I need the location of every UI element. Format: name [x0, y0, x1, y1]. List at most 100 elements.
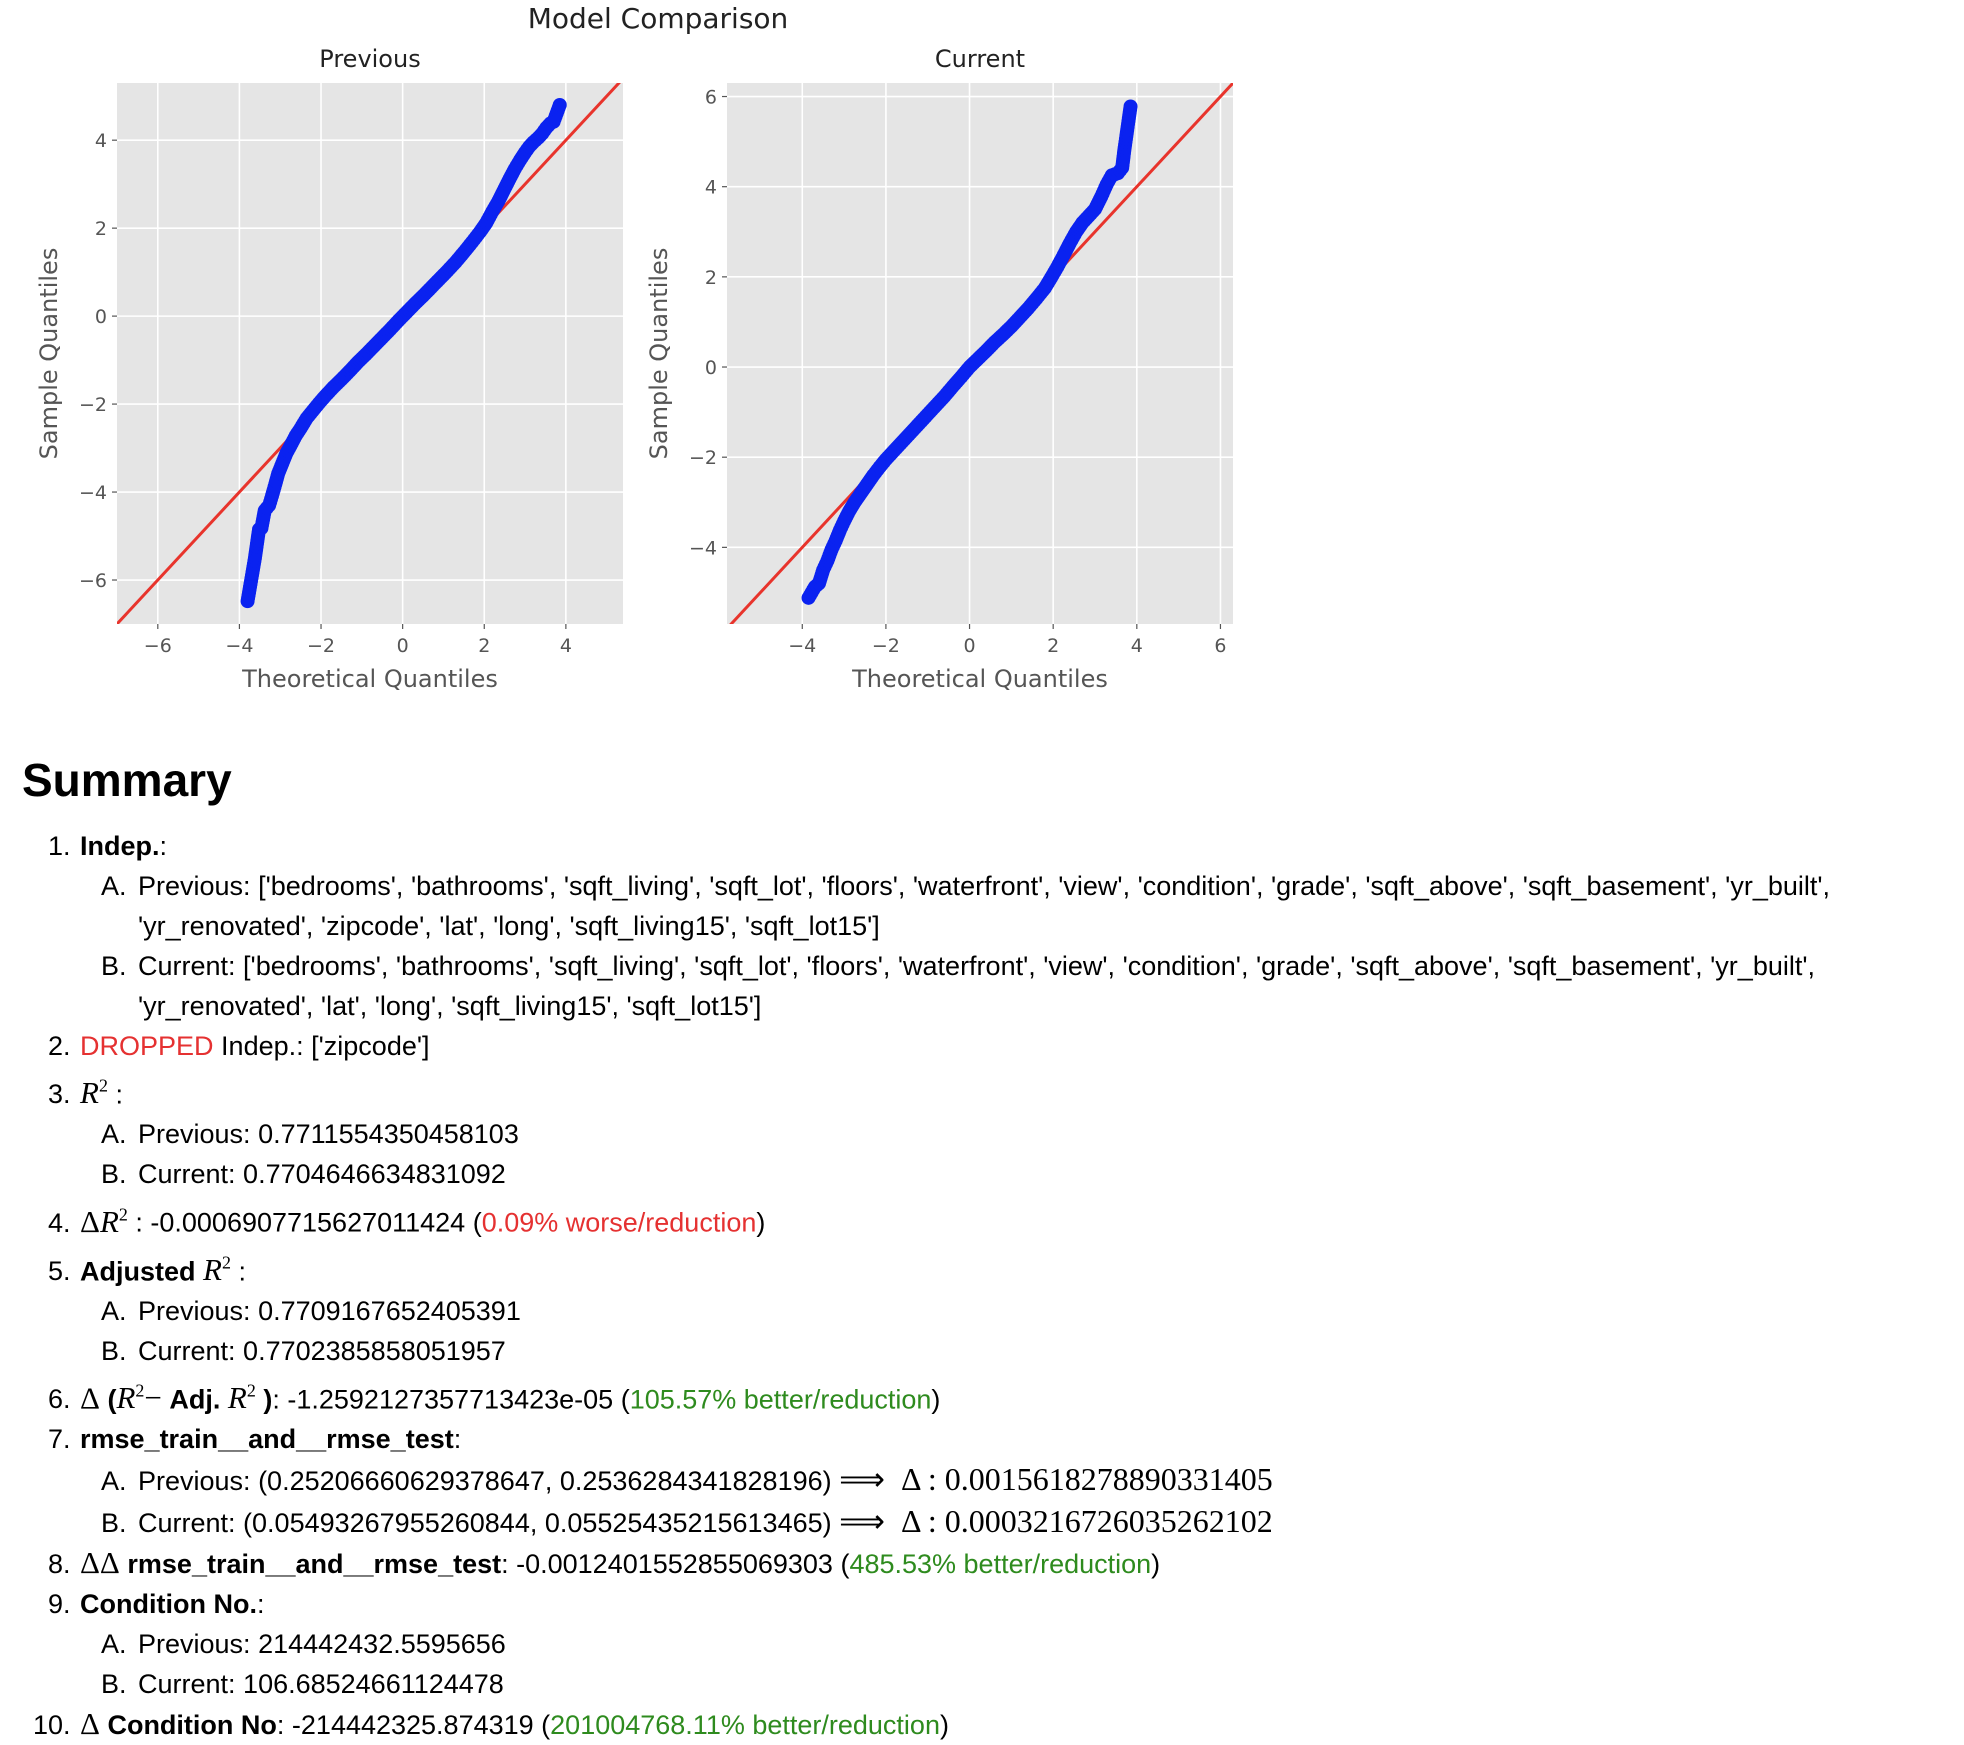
figure-title: Model Comparison: [528, 2, 789, 35]
rmse-sublist: Previous: (0.25206660629378647, 0.253628…: [80, 1459, 1952, 1543]
y-axis-label: Sample Quantiles: [35, 248, 63, 460]
data-point: [552, 97, 567, 112]
current-label: Current: [138, 1508, 229, 1539]
rmse-current-value: (0.05493267955260844, 0.0552543521561346…: [243, 1508, 832, 1539]
x-tick-label: 0: [963, 635, 975, 657]
qq-plot-previous: −6 −4 −2 0 2 4 −6 −4 −2 0 2 4 Previous Theoretical Qu…: [35, 45, 623, 693]
x-tick-label: 4: [1131, 635, 1143, 657]
list-item-adj-r2-current: Current: 0.7702385858051957: [134, 1331, 1952, 1371]
qq-plot-current: −4 −2 0 2 4 6 −4 −2 0 2 4 6 Current Theoretical Quant…: [645, 45, 1233, 693]
list-item-r2-current: Current: 0.7704646634831092: [134, 1154, 1952, 1194]
y-tick-label: 0: [705, 357, 717, 379]
x-tick-label: 6: [1214, 635, 1226, 657]
y-tick-label: −4: [79, 482, 107, 504]
adjusted-label: Adjusted: [80, 1255, 196, 1286]
indep-sublist: Previous: ['bedrooms', 'bathrooms', 'sqf…: [80, 866, 1952, 1026]
delta-condition-note: 201004768.11% better/reduction: [550, 1710, 940, 1741]
delta-r2-value: -0.0006907715627011424: [150, 1207, 466, 1238]
adj-r2-previous-value: 0.7709167652405391: [258, 1295, 521, 1326]
delta-diff-note: 105.57% better/reduction: [629, 1384, 932, 1415]
rmse-label: rmse_train__and__rmse_test: [80, 1424, 454, 1455]
subplot-title: Current: [935, 45, 1025, 73]
y-tick-label: −2: [689, 447, 717, 469]
previous-label: Previous: [138, 1629, 244, 1660]
y-tick-label: 4: [95, 130, 107, 152]
y-axis-label: Sample Quantiles: [645, 248, 673, 460]
list-item-rmse: rmse_train__and__rmse_test: Previous: (0…: [78, 1419, 1952, 1543]
rmse-previous-value: (0.25206660629378647, 0.2536284341828196…: [258, 1466, 832, 1497]
current-label: Current: [138, 1669, 229, 1700]
condition-sublist: Previous: 214442432.5595656 Current: 106…: [80, 1624, 1952, 1704]
x-tick-label: −6: [144, 635, 172, 657]
dropped-value: ['zipcode']: [311, 1031, 430, 1061]
previous-label: Previous: [138, 1295, 244, 1326]
r2-current-value: 0.7704646634831092: [243, 1159, 506, 1190]
delta-r2-note: 0.09% worse/reduction: [481, 1207, 757, 1238]
x-tick-label: −4: [225, 635, 253, 657]
rmse-previous-delta: 0.0015618278890331405: [944, 1461, 1273, 1498]
summary-heading: Summary: [22, 754, 232, 806]
list-item-condition-previous: Previous: 214442432.5595656: [134, 1624, 1952, 1664]
adj-r2-current-value: 0.7702385858051957: [243, 1335, 506, 1366]
dropped-word: DROPPED: [80, 1031, 214, 1061]
list-item-delta-delta-rmse: ΔΔ rmse_train__and__rmse_test: -0.001240…: [78, 1543, 1952, 1584]
summary-list: Indep.: Previous: ['bedrooms', 'bathroom…: [22, 826, 1952, 1745]
delta-condition-value: -214442325.874319: [291, 1710, 534, 1741]
condition-current-value: 106.68524661124478: [243, 1669, 504, 1700]
y-tick-label: −2: [79, 394, 107, 416]
list-item-rmse-previous: Previous: (0.25206660629378647, 0.253628…: [134, 1459, 1952, 1501]
list-item-dropped: DROPPED Indep.: ['zipcode']: [78, 1026, 1952, 1066]
data-point: [1123, 99, 1138, 114]
y-tick-label: 6: [705, 87, 717, 109]
delta-delta-rmse-note: 485.53% better/reduction: [849, 1549, 1152, 1580]
list-item-adj-r2-previous: Previous: 0.7709167652405391: [134, 1291, 1952, 1331]
x-tick-label: 4: [560, 635, 572, 657]
adj-r2-sublist: Previous: 0.7709167652405391 Current: 0.…: [80, 1291, 1952, 1371]
summary-section: Summary Indep.: Previous: ['bedrooms', '…: [22, 752, 1952, 1745]
adj-label: Adj.: [169, 1384, 221, 1415]
y-tick-label: −4: [689, 537, 717, 559]
previous-label: Previous: [138, 1119, 244, 1150]
indep-current-value: ['bedrooms', 'bathrooms', 'sqft_living',…: [138, 951, 1816, 1021]
data-points: [240, 97, 567, 609]
r2-previous-value: 0.7711554350458103: [258, 1119, 519, 1150]
y-tick-label: 4: [705, 177, 717, 199]
y-tick-label: 0: [95, 306, 107, 328]
indep-label: Indep.: [80, 831, 160, 861]
x-axis-label: Theoretical Quantiles: [851, 665, 1108, 693]
x-tick-label: −2: [307, 635, 335, 657]
subplot-title: Previous: [319, 45, 420, 73]
rmse-label: rmse_train__and__rmse_test: [127, 1549, 502, 1580]
rmse-current-delta: 0.0003216726035262102: [944, 1503, 1273, 1540]
delta-condition-label: Condition No: [107, 1710, 277, 1741]
previous-label: Previous: [138, 871, 244, 901]
list-item-rmse-current: Current: (0.05493267955260844, 0.0552543…: [134, 1501, 1952, 1543]
x-tick-label: −4: [788, 635, 816, 657]
list-item-condition-current: Current: 106.68524661124478: [134, 1664, 1952, 1704]
list-item-delta-diff: Δ (R2− Adj. R2 ): -1.2592127357713423e-0…: [78, 1371, 1952, 1419]
data-points: [801, 99, 1138, 605]
list-item-r2: R2 : Previous: 0.7711554350458103 Curren…: [78, 1066, 1952, 1194]
r2-sublist: Previous: 0.7711554350458103 Current: 0.…: [80, 1114, 1952, 1194]
list-item-r2-previous: Previous: 0.7711554350458103: [134, 1114, 1952, 1154]
y-tick-label: 2: [95, 218, 107, 240]
indep-previous-value: ['bedrooms', 'bathrooms', 'sqft_living',…: [138, 871, 1831, 941]
delta-delta-rmse-value: -0.0012401552855069303: [516, 1549, 833, 1580]
y-tick-label: 2: [705, 267, 717, 289]
current-label: Current: [138, 1159, 229, 1190]
x-axis-label: Theoretical Quantiles: [241, 665, 498, 693]
x-tick-label: 2: [478, 635, 490, 657]
list-item-indep: Indep.: Previous: ['bedrooms', 'bathroom…: [78, 826, 1952, 1026]
list-item-indep-previous: Previous: ['bedrooms', 'bathrooms', 'sqf…: [134, 866, 1952, 946]
current-label: Current: [138, 1335, 229, 1366]
list-item-condition: Condition No.: Previous: 214442432.55956…: [78, 1584, 1952, 1704]
list-item-indep-current: Current: ['bedrooms', 'bathrooms', 'sqft…: [134, 946, 1952, 1026]
list-item-delta-condition: Δ Condition No: -214442325.874319 (20100…: [78, 1704, 1952, 1745]
list-item-delta-r2: ΔR2 : -0.0006907715627011424 (0.09% wors…: [78, 1194, 1952, 1242]
qq-figure: Model Comparison −6 −4 −2 0 2 4 −6 −4 −2 0 2 4 Previ…: [35, 2, 1233, 693]
condition-previous-value: 214442432.5595656: [258, 1629, 506, 1660]
x-tick-label: 2: [1047, 635, 1059, 657]
dropped-indep-label: Indep.:: [221, 1031, 304, 1061]
delta-diff-value: -1.2592127357713423e-05: [287, 1384, 614, 1415]
x-tick-label: 0: [397, 635, 409, 657]
